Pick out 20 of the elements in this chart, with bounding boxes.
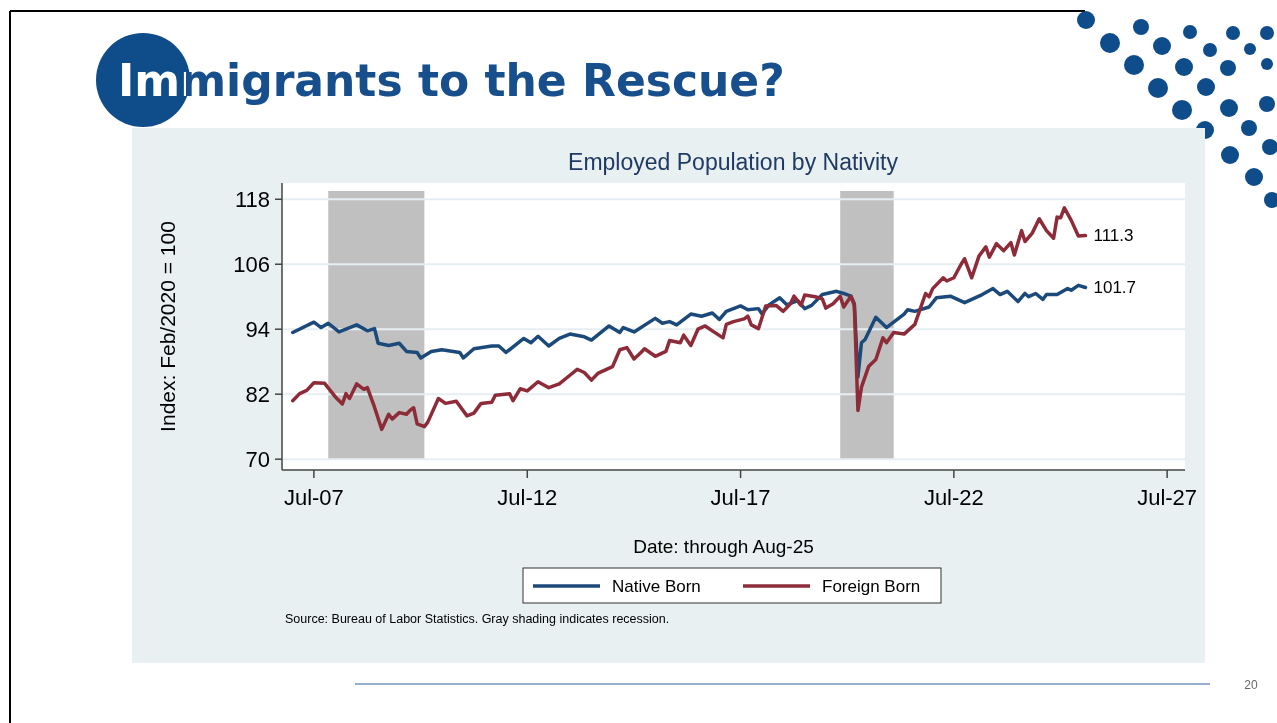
legend-label: Native Born	[612, 577, 701, 596]
y-axis-title: Index: Feb/2020 = 100	[156, 221, 179, 432]
legend-label: Foreign Born	[822, 577, 921, 596]
y-tick-label: 70	[245, 446, 270, 472]
y-tick-label: 94	[245, 316, 270, 342]
chart-subtitle: Employed Population by Nativity	[568, 149, 899, 175]
y-tick-label: 82	[245, 381, 270, 407]
x-tick-label: Jul-22	[923, 485, 984, 510]
line-series	[291, 206, 1088, 432]
x-axis-title: Date: through Aug-25	[633, 536, 814, 557]
annotation: 111.3	[1093, 226, 1134, 246]
y-tick-label: 106	[233, 251, 270, 277]
x-tick-label: Jul-12	[497, 485, 558, 510]
y-tick-label: 118	[234, 186, 270, 212]
source-note: Source: Bureau of Labor Statistics. Gray shading indicates recession.	[285, 612, 670, 626]
x-tick-label: Jul-17	[710, 485, 771, 510]
x-tick-label: Jul-07	[283, 485, 344, 510]
text: 20	[1244, 678, 1258, 692]
annotation: 101.7	[1093, 278, 1137, 298]
x-tick-label: Jul-27	[1137, 485, 1198, 510]
